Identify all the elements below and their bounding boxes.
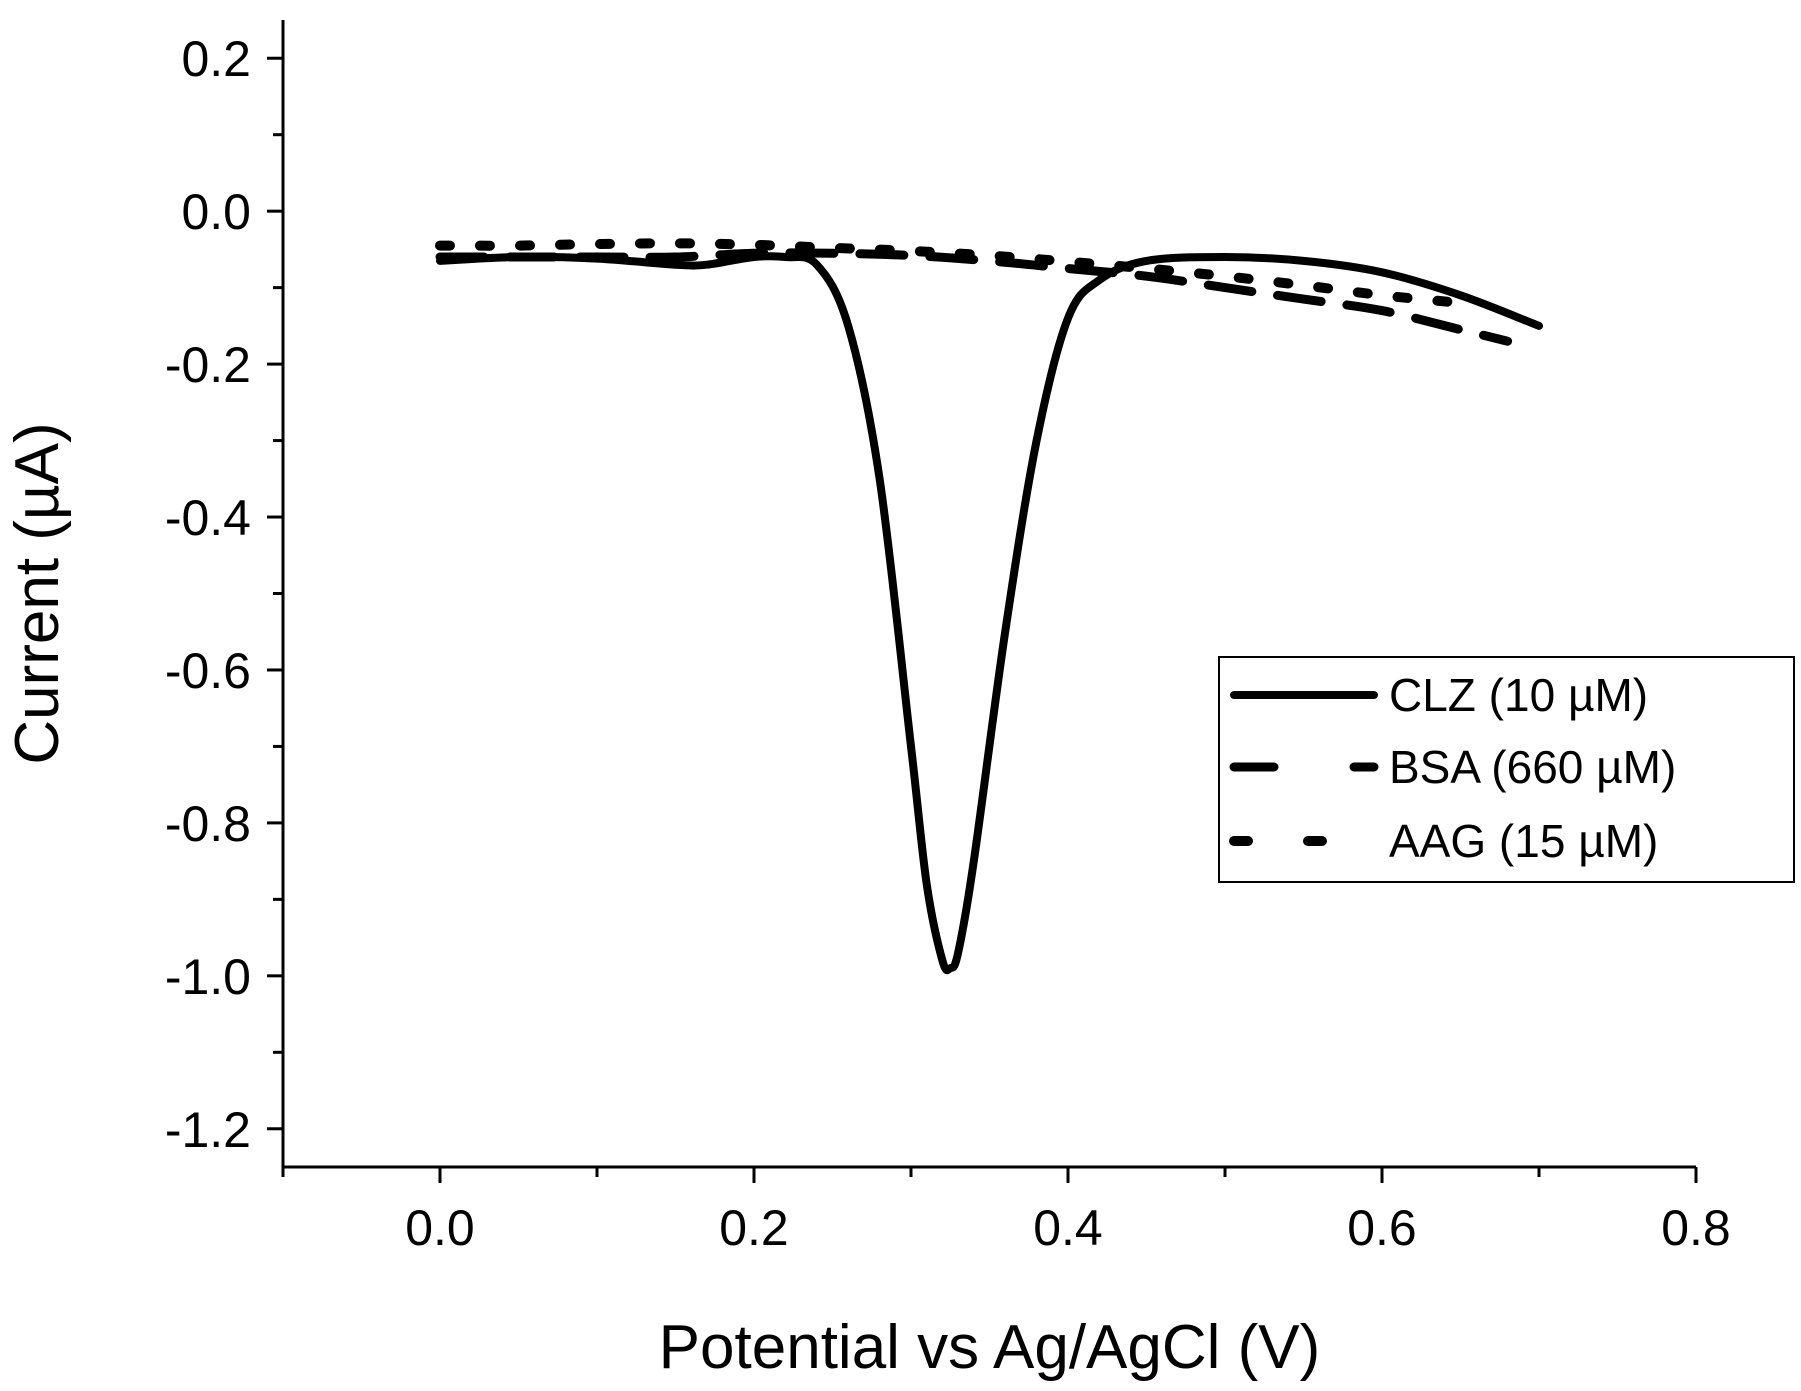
- y-tick-label: 0.2: [181, 31, 251, 87]
- ticks: 0.0 0.2 0.4 0.6 0.8 0.2 0.0 -0.2 -0.4 -0.6 -0.8 -1.…: [165, 31, 1731, 1256]
- x-tick-label: 0.0: [405, 1200, 475, 1256]
- y-tick-label: -1.0: [165, 949, 251, 1005]
- x-tick-label: 0.8: [1661, 1200, 1731, 1256]
- legend: CLZ (10 µM) BSA (660 µM) AAG (15 µM): [1218, 656, 1795, 883]
- series-line-aag: [435, 238, 1466, 308]
- x-tick-label: 0.6: [1347, 1200, 1417, 1256]
- y-tick-label: -1.2: [165, 1102, 251, 1158]
- y-tick-label: -0.6: [165, 643, 251, 699]
- y-tick-label: 0.0: [181, 184, 251, 240]
- legend-label-aag: AAG (15 µM): [1389, 815, 1658, 867]
- x-tick-label: 0.4: [1033, 1200, 1103, 1256]
- series-line-clz: [436, 252, 1543, 975]
- y-tick-label: -0.4: [165, 490, 251, 546]
- axes: [281, 20, 1696, 1169]
- x-tick-label: 0.2: [719, 1200, 789, 1256]
- x-axis-title: Potential vs Ag/AgCl (V): [659, 1313, 1321, 1382]
- y-axis-title: Current (µA): [3, 422, 72, 764]
- legend-label-clz: CLZ (10 µM): [1389, 669, 1648, 721]
- y-tick-label: -0.8: [165, 796, 251, 852]
- y-tick-label: -0.2: [165, 337, 251, 393]
- axis-titles: Potential vs Ag/AgCl (V) Current (µA): [3, 422, 1320, 1382]
- legend-label-bsa: BSA (660 µM): [1389, 741, 1676, 793]
- series-lines: [435, 238, 1543, 975]
